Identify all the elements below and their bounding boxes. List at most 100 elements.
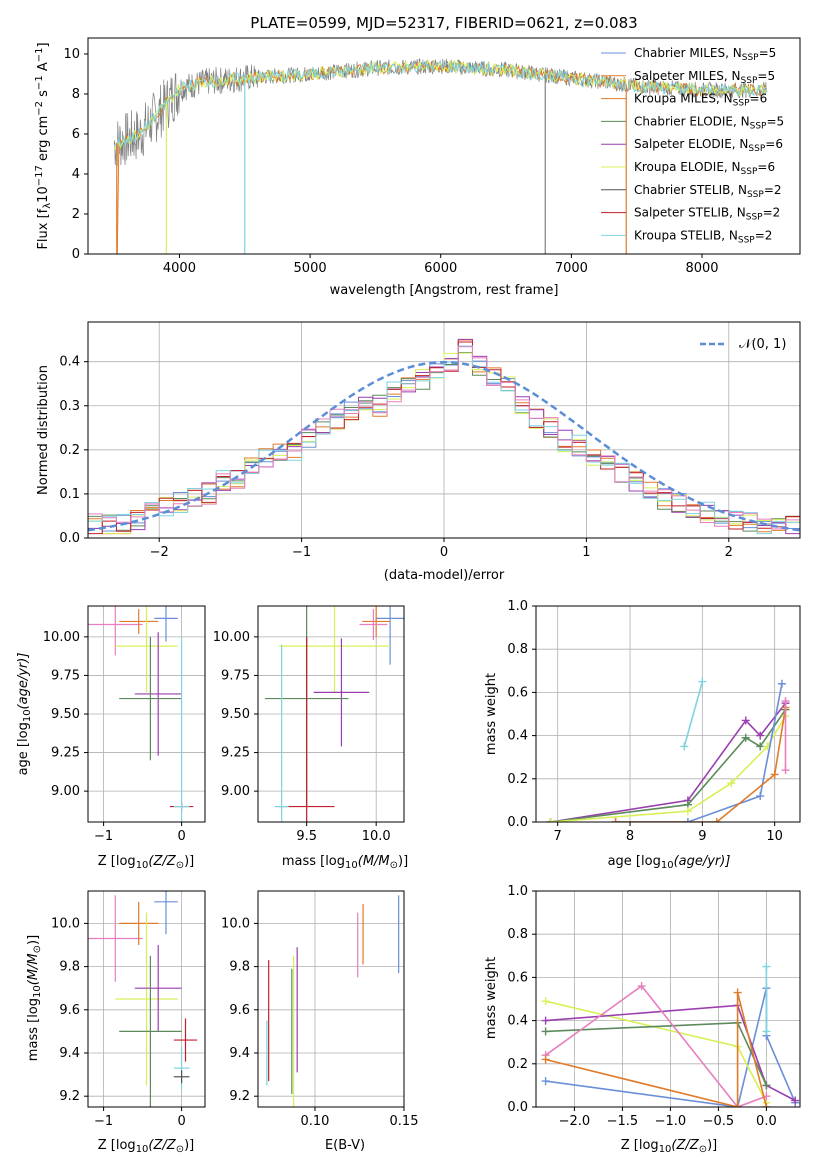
legend-label: Salpeter STELIB, NSSP=2 xyxy=(634,206,780,223)
age-z-xlabel: Z [log10(Z/Z⊙)] xyxy=(98,854,194,871)
panel-data xyxy=(266,895,400,1107)
legend-sub: SSP xyxy=(750,121,767,131)
x-tick-label: 9 xyxy=(698,829,706,844)
mw-z-ylabel: mass weight xyxy=(484,957,499,1039)
panel-frame xyxy=(87,890,206,1108)
y-tick-label: 0.2 xyxy=(507,1057,528,1072)
x-tick-label: −1.0 xyxy=(655,1114,687,1129)
series-marker xyxy=(741,733,750,742)
legend-name: Salpeter ELODIE, N xyxy=(634,137,748,151)
x-tick-label: −2 xyxy=(150,545,169,560)
age-mass-xlabel: mass [log10(M/M⊙)] xyxy=(282,854,408,871)
y-tick-label: 9.75 xyxy=(221,668,250,683)
age-vs-z-panel: −1 0 9.00 9.25 9.50 9.75 10.00 xyxy=(43,605,206,844)
legend-sub: SSP xyxy=(747,190,764,200)
series-line xyxy=(615,707,787,822)
histogram-xticks: −2 −1 0 1 2 xyxy=(150,538,733,560)
spectrum-plot-area xyxy=(113,58,768,254)
legend-sub: SSP xyxy=(742,53,759,63)
series-marker xyxy=(698,677,707,686)
legend-name: Chabrier STELIB, N xyxy=(634,183,747,197)
series-marker xyxy=(541,997,550,1006)
y-tick-label: 9.75 xyxy=(51,668,80,683)
series-marker xyxy=(741,716,750,725)
series-marker xyxy=(541,1055,550,1064)
legend-name: Chabrier ELODIE, N xyxy=(634,114,750,128)
series-marker xyxy=(762,962,771,971)
legend-sub: SSP xyxy=(738,235,755,245)
x-tick-label: 0 xyxy=(177,1114,185,1129)
model-spectrum xyxy=(113,59,767,147)
series-marker xyxy=(756,731,765,740)
series-marker xyxy=(680,742,689,751)
y-tick-label: 9.25 xyxy=(51,746,80,761)
legend-name: Salpeter STELIB, N xyxy=(634,206,746,220)
x-tick-label: 8000 xyxy=(685,261,718,276)
legend-name: Kroupa STELIB, N xyxy=(634,228,738,242)
y-tick-label: 0.4 xyxy=(507,1014,528,1029)
series-marker xyxy=(781,766,790,775)
x-tick-label: 5000 xyxy=(294,261,327,276)
series-marker xyxy=(541,1016,550,1025)
y-tick-label: 10.00 xyxy=(213,630,250,645)
series-line xyxy=(550,702,787,822)
legend-label: Kroupa STELIB, NSSP=2 xyxy=(634,228,772,245)
series-line xyxy=(545,1004,796,1102)
age-z-ylabel: age [log10(age/yr)] xyxy=(16,653,33,776)
series-line xyxy=(683,681,704,747)
legend-rest: =2 xyxy=(755,228,773,242)
y-tick-label: 10 xyxy=(63,47,80,62)
y-tick-label: 10.00 xyxy=(43,630,80,645)
model-spectrum xyxy=(114,59,767,254)
y-tick-label: 9.25 xyxy=(221,746,250,761)
legend-sub: SSP xyxy=(741,167,758,177)
y-tick-label: 9.8 xyxy=(59,960,80,975)
y-tick-label: 0.1 xyxy=(59,487,80,502)
histogram-xlabel: (data-model)/error xyxy=(384,568,505,583)
x-tick-label: 6000 xyxy=(424,261,457,276)
series-marker xyxy=(683,818,692,822)
legend-rest: =6 xyxy=(750,92,768,106)
legend-label: Chabrier STELIB, NSSP=2 xyxy=(634,183,782,200)
y-tick-label: 0.0 xyxy=(507,1100,528,1115)
mass-z-ylabel: mass [log10(M/M⊙)] xyxy=(26,935,43,1061)
y-tick-label: 9.4 xyxy=(229,1046,250,1061)
legend-sub: SSP xyxy=(733,99,750,109)
series-line xyxy=(550,709,787,822)
x-tick-label: −0.5 xyxy=(703,1114,735,1129)
series-marker xyxy=(541,1027,550,1036)
x-tick-label: 10 xyxy=(766,829,783,844)
y-tick-label: 0.6 xyxy=(507,685,528,700)
series-marker xyxy=(762,1027,771,1036)
spectrum-xlabel: wavelength [Angstrom, rest frame] xyxy=(330,283,559,298)
panel-data xyxy=(264,606,404,822)
y-tick-label: 2 xyxy=(72,207,80,222)
legend-label: Chabrier ELODIE, NSSP=5 xyxy=(634,114,784,131)
histogram-ylabel: Normed distribution xyxy=(36,365,51,495)
legend-label: Kroupa MILES, NSSP=6 xyxy=(634,92,767,109)
series-marker xyxy=(733,1103,742,1107)
series-marker xyxy=(762,1103,771,1107)
series-marker xyxy=(712,818,721,822)
histogram-yticks: 0.0 0.1 0.2 0.3 0.4 xyxy=(59,355,88,546)
series-marker xyxy=(546,818,555,822)
y-tick-label: 0.0 xyxy=(507,815,528,830)
y-tick-label: 1.0 xyxy=(507,884,528,899)
series-line xyxy=(545,992,768,1107)
spectrum-yticks: 0 2 4 6 8 10 xyxy=(63,47,88,262)
y-tick-label: 9.6 xyxy=(59,1003,80,1018)
panel-data xyxy=(88,891,198,1107)
mass-vs-z-panel: −1 0 9.2 9.4 9.6 9.8 10.0 xyxy=(51,890,206,1129)
mw-age-xlabel: age [log10(age/yr)] xyxy=(608,854,731,871)
spectrum-frame xyxy=(87,37,801,255)
series-marker xyxy=(756,792,765,801)
y-tick-label: 6 xyxy=(72,127,80,142)
series-marker xyxy=(733,988,742,997)
histogram-plot-area xyxy=(87,338,801,538)
mw-age-ylabel: mass weight xyxy=(484,673,499,755)
x-tick-label: 2 xyxy=(725,545,733,560)
y-tick-label: 4 xyxy=(72,167,80,182)
x-tick-label: 0.0 xyxy=(756,1114,777,1129)
y-tick-label: 9.2 xyxy=(229,1089,250,1104)
histogram-panel: −2 −1 0 1 2 0.0 0.1 0.2 0.3 0.4 (data-model)/err… xyxy=(36,321,801,583)
